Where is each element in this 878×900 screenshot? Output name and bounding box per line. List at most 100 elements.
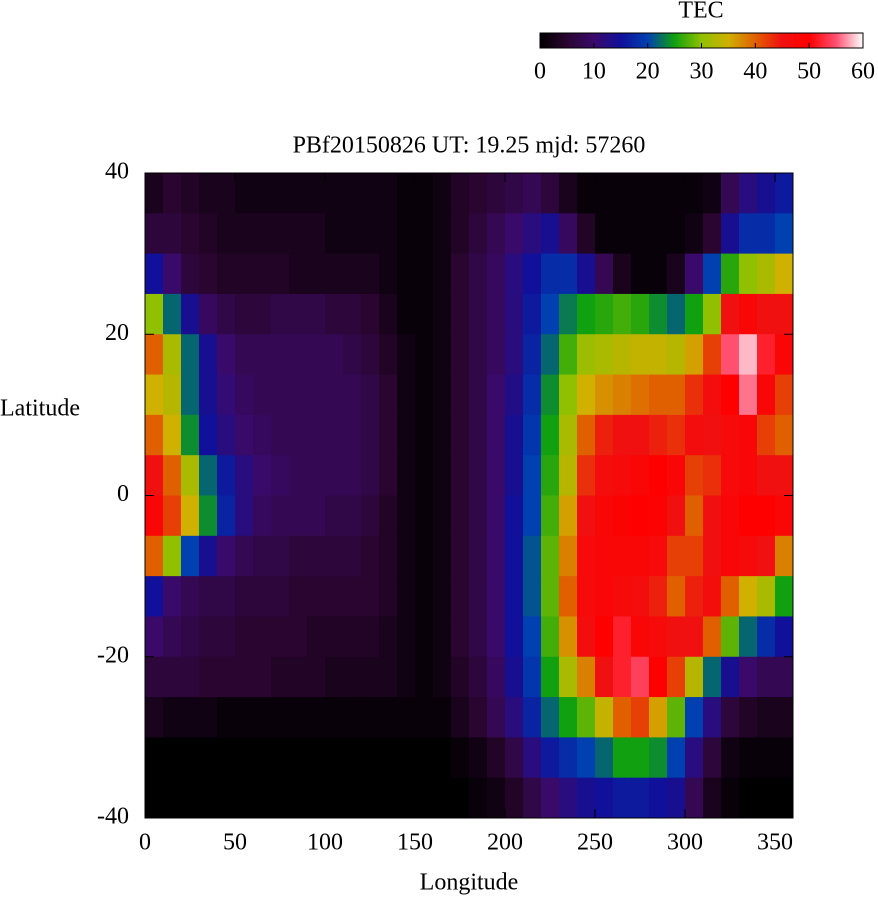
heat-cell [397,535,416,577]
heat-cell [739,576,758,617]
heat-cell [343,656,362,698]
heat-cell [343,777,362,819]
heat-cell [415,213,434,255]
heat-cell [163,455,182,496]
heat-cell [271,455,290,496]
heat-cell [433,374,452,416]
colorbar-tick-label: 60 [851,59,875,85]
heat-cell [379,495,398,537]
heat-cell [595,374,614,416]
heat-cell [577,455,596,496]
heat-cell [217,334,236,376]
heat-cell [361,374,380,416]
heat-cell [397,777,416,819]
heat-cell [235,656,254,698]
heat-cell [559,334,578,376]
heat-cell [235,616,254,658]
heat-cell [721,253,740,295]
heat-cell [217,173,236,214]
heat-cell [451,576,470,617]
heat-cell [721,173,740,214]
heat-cell [757,737,776,779]
heat-cell [505,697,524,738]
heat-cell [595,495,614,537]
heat-cell [325,414,344,456]
heat-cell [361,173,380,214]
heat-cell [415,455,434,496]
heat-cell [541,656,560,698]
heat-cell [577,495,596,537]
heat-cell [307,697,326,738]
heat-cell [307,737,326,779]
heat-cell [595,414,614,456]
heat-cell [163,374,182,416]
heat-cell [739,173,758,214]
heat-cell [667,576,686,617]
heat-cell [487,656,506,698]
heat-cell [541,293,560,335]
heat-cell [631,576,650,617]
heat-cell [271,414,290,456]
heat-cell [181,293,200,335]
heat-cell [181,737,200,779]
heat-cell [199,535,218,577]
heat-cell [613,213,632,255]
heat-cell [145,293,164,335]
heat-cell [253,535,272,577]
heat-cell [577,576,596,617]
heat-cell [217,576,236,617]
heat-cell [739,697,758,738]
heat-cell [703,414,722,456]
heat-cell [253,616,272,658]
heat-cell [649,455,668,496]
heat-cell [649,253,668,295]
heat-cell [379,414,398,456]
heat-cell [685,334,704,376]
heat-cell [199,293,218,335]
heat-cell [433,697,452,738]
heat-cell [721,535,740,577]
heat-cell [523,616,542,658]
heat-cell [199,213,218,255]
heat-cell [685,616,704,658]
heat-cell [613,414,632,456]
heat-cell [163,173,182,214]
heat-cell [541,697,560,738]
heat-cell [145,334,164,376]
heat-cell [217,535,236,577]
heat-cell [487,737,506,779]
heat-cell [775,616,794,658]
heat-cell [667,495,686,537]
heat-cell [505,374,524,416]
heat-cell [379,173,398,214]
heat-cell [487,455,506,496]
heat-cell [649,414,668,456]
heat-cell [451,253,470,295]
heat-cell [505,414,524,456]
heat-cell [541,173,560,214]
heat-cell [613,455,632,496]
heat-cell [577,616,596,658]
heat-cell [343,293,362,335]
heat-cell [613,293,632,335]
heat-cell [631,656,650,698]
heat-cell [523,495,542,537]
heat-cell [325,213,344,255]
heat-cell [505,293,524,335]
heat-cell [433,535,452,577]
heat-cell [667,213,686,255]
heat-cell [739,455,758,496]
heat-cell [595,656,614,698]
heat-cell [703,253,722,295]
heat-cell [181,616,200,658]
heat-cell [145,455,164,496]
heat-cell [757,495,776,537]
heat-cell [307,253,326,295]
heat-cell [739,374,758,416]
heat-cell [577,374,596,416]
heat-cell [487,213,506,255]
heat-cell [451,334,470,376]
x-tick-label: 0 [139,830,151,856]
heat-cell [451,293,470,335]
heat-cell [253,374,272,416]
